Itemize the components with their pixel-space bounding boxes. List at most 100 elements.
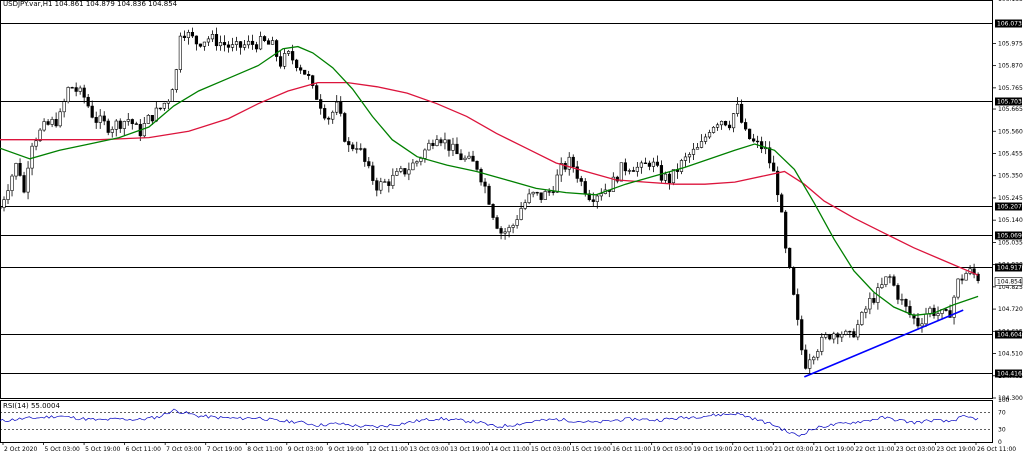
level-labels: 106.073 105.703 105.207 105.069 104.917 104.6… <box>994 19 1023 378</box>
candle-body <box>812 356 816 361</box>
time-tick-label: 13 Oct 19:00 <box>450 446 489 453</box>
candle-body <box>920 323 924 327</box>
candle-body <box>631 170 635 172</box>
candle-body <box>711 126 716 133</box>
candle-body <box>295 59 299 69</box>
candle-body <box>836 333 840 338</box>
candle-body <box>467 155 471 159</box>
level-label: 105.207 <box>997 204 1022 211</box>
candle-body <box>399 168 403 172</box>
level-label: 104.604 <box>997 332 1022 339</box>
candle-body <box>311 75 315 86</box>
candle-body <box>287 51 291 54</box>
candle-body <box>210 34 215 40</box>
rsi-tick-label: 30 <box>998 426 1006 433</box>
candle-body <box>34 140 38 147</box>
candle-body <box>916 317 920 327</box>
candle-body <box>415 161 419 164</box>
rsi-panel: 100 70 30 0 <box>0 397 1010 446</box>
candle-body <box>315 85 319 100</box>
candle-body <box>355 148 359 150</box>
candle-body <box>82 87 86 98</box>
candle-body <box>339 101 343 114</box>
candle-body <box>904 299 908 307</box>
support-trendline <box>804 309 964 378</box>
candle-body <box>411 162 415 171</box>
candle-body <box>335 101 339 113</box>
candle-body <box>880 284 884 288</box>
candle-body <box>595 195 599 202</box>
candle-body <box>671 169 676 184</box>
candle-body <box>832 333 836 340</box>
candle-body <box>479 169 483 183</box>
time-tick-label: 7 Oct 03:00 <box>166 446 201 453</box>
candle-body <box>114 120 118 130</box>
candle-body <box>46 121 50 125</box>
candle-body <box>756 140 760 143</box>
candle-body <box>283 53 287 67</box>
candle-body <box>26 167 30 193</box>
candle-body <box>884 276 888 285</box>
price-tick-label: 105.765 <box>998 85 1023 92</box>
candle-body <box>182 35 186 38</box>
candle-body <box>559 163 563 176</box>
candle-body <box>327 117 331 120</box>
candle-body <box>499 228 503 234</box>
symbol-label: USDJPY.var,H1 104.861 104.879 104.836 10… <box>3 0 178 8</box>
time-tick-label: 23 Oct 19:00 <box>936 446 975 453</box>
candle-body <box>70 87 74 89</box>
candle-body <box>351 144 355 150</box>
candle-body <box>727 124 732 129</box>
moving-average-fast <box>0 45 979 317</box>
candle-body <box>274 40 279 57</box>
candle-body <box>246 40 251 46</box>
candle-body <box>615 176 619 182</box>
candle-body <box>158 107 162 110</box>
candle-body <box>808 359 812 369</box>
candle-body <box>892 276 896 286</box>
candle-body <box>102 115 106 122</box>
candle-body <box>150 114 154 122</box>
candle-body <box>206 38 211 43</box>
horizontal-levels <box>0 23 993 374</box>
candle-body <box>784 211 788 249</box>
candle-body <box>507 227 511 233</box>
candle-body <box>752 138 756 142</box>
candle-body <box>627 170 631 172</box>
time-tick-label: 2 Oct 2020 <box>4 446 37 453</box>
candle-body <box>146 114 150 124</box>
ma-slow-line <box>0 81 979 276</box>
candle-body <box>780 194 784 213</box>
candle-body <box>174 69 178 90</box>
candle-body <box>343 113 347 142</box>
candle-body <box>948 310 952 318</box>
candle-body <box>768 147 772 164</box>
time-tick-label: 6 Oct 11:00 <box>126 446 161 453</box>
price-tick-label: 104.510 <box>998 351 1023 358</box>
candle-body <box>739 103 744 123</box>
candle-body <box>10 175 14 191</box>
candle-body <box>816 351 820 358</box>
candle-body <box>94 117 98 123</box>
candle-body <box>864 308 868 313</box>
candle-body <box>62 101 66 113</box>
candle-body <box>964 273 968 281</box>
candle-body <box>824 334 828 338</box>
candle-body <box>54 119 58 127</box>
candle-body <box>623 162 627 172</box>
candle-body <box>715 124 720 128</box>
candle-body <box>18 163 22 176</box>
time-axis: 2 Oct 2020 5 Oct 03:00 5 Oct 19:00 6 Oct 11… <box>2 442 1016 453</box>
candle-body <box>748 128 752 140</box>
candle-body <box>735 103 740 114</box>
candle-body <box>391 174 395 186</box>
candle-body <box>303 69 307 75</box>
price-tick-label: 104.720 <box>998 306 1023 313</box>
price-tick-label: 104.825 <box>998 284 1023 291</box>
time-tick-label: 14 Oct 11:00 <box>491 446 530 453</box>
candle-body <box>270 40 275 45</box>
candle-body <box>279 56 283 67</box>
candle-body <box>539 192 543 200</box>
candle-body <box>543 191 547 200</box>
candle-body <box>647 162 651 167</box>
